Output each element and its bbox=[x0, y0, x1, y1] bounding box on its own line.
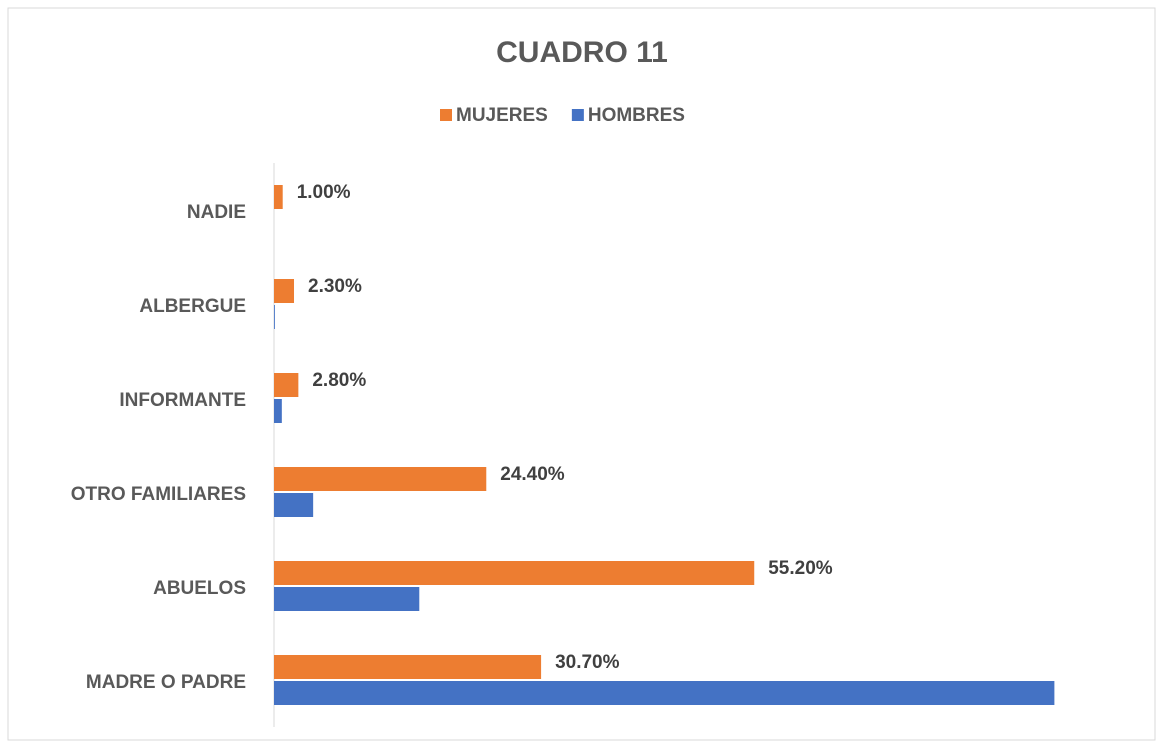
legend-label: HOMBRES bbox=[588, 105, 685, 126]
value-label: 1.00% bbox=[297, 182, 351, 203]
y-tick-label: NADIE bbox=[187, 202, 246, 223]
legend-label: MUJERES bbox=[456, 105, 548, 126]
legend-swatch bbox=[571, 109, 584, 121]
y-tick-label: MADRE O PADRE bbox=[86, 672, 246, 693]
bar bbox=[274, 373, 299, 397]
bar bbox=[274, 399, 282, 423]
value-label: 2.80% bbox=[312, 370, 366, 391]
chart-title: CUADRO 11 bbox=[496, 36, 668, 69]
legend-swatch bbox=[440, 109, 452, 121]
bar bbox=[274, 467, 487, 491]
value-label: 30.70% bbox=[555, 652, 620, 673]
bar bbox=[274, 305, 275, 329]
bar bbox=[274, 279, 295, 303]
y-tick-label: OTRO FAMILIARES bbox=[71, 484, 246, 505]
chart-frame bbox=[7, 7, 1156, 741]
value-label: 2.30% bbox=[308, 276, 362, 297]
y-tick-label: ABUELOS bbox=[153, 578, 246, 599]
bar bbox=[274, 655, 542, 679]
value-label: 24.40% bbox=[500, 464, 565, 485]
bar bbox=[274, 561, 755, 585]
y-tick-label: ALBERGUE bbox=[139, 296, 246, 317]
bar bbox=[274, 587, 420, 611]
bar bbox=[274, 681, 1055, 705]
y-tick-label: INFORMANTE bbox=[119, 390, 246, 411]
bar bbox=[274, 493, 314, 517]
bar bbox=[274, 185, 283, 209]
value-label: 55.20% bbox=[768, 558, 833, 579]
